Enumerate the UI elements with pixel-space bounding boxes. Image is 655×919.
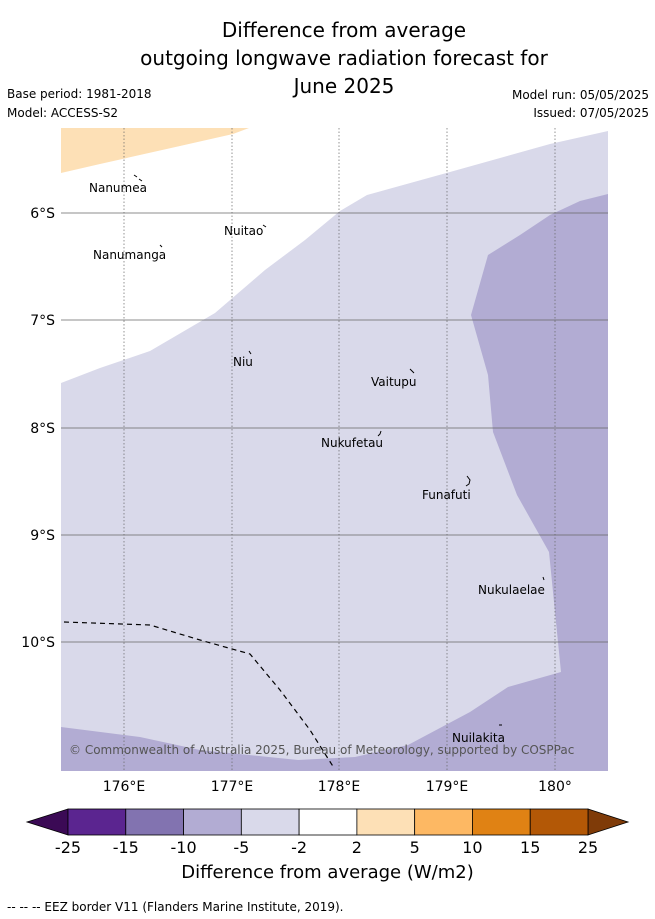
island-shape-niu xyxy=(248,350,252,355)
island-shape-nukulaelae xyxy=(542,576,545,581)
lat-label-7s: 7°S xyxy=(30,313,55,329)
colorbar-tick-label: -15 xyxy=(113,838,139,857)
island-label-nanumea: Nanumea xyxy=(89,181,147,195)
base-period: Base period: 1981-2018 xyxy=(7,87,152,101)
lat-label-6s: 6°S xyxy=(30,206,55,222)
chart-title: Difference from average outgoing longwav… xyxy=(0,16,655,100)
eez-legend-note: -- -- -- EEZ border V11 (Flanders Marine… xyxy=(7,900,344,914)
longitude-labels: 176°E 177°E 178°E 179°E 180° xyxy=(103,779,572,795)
island-label-nukulaelae: Nukulaelae xyxy=(478,583,545,597)
lon-label-180: 180° xyxy=(538,779,572,795)
island-labels: Nanumea Nuitao Nanumanga Niu Vaitupu Nuk… xyxy=(89,181,545,745)
island-shape-nuitao xyxy=(262,224,267,228)
model-name: Model: ACCESS-S2 xyxy=(7,106,119,120)
lon-label-178e: 178°E xyxy=(318,779,361,795)
island-label-nanumanga: Nanumanga xyxy=(93,248,166,262)
colorbar-segment xyxy=(472,808,531,836)
colorbar-segment xyxy=(529,808,589,836)
issued-date: Issued: 07/05/2025 xyxy=(533,106,649,120)
island-label-vaitupu: Vaitupu xyxy=(371,375,417,389)
colorbar-segment xyxy=(183,808,242,836)
copyright-notice: © Commonwealth of Australia 2025, Bureau… xyxy=(69,743,574,757)
colorbar-over-arrow xyxy=(587,808,630,836)
island-shape-nanumanga xyxy=(159,244,163,248)
island-label-nukufetau: Nukufetau xyxy=(321,436,383,450)
island-label-nuitao: Nuitao xyxy=(224,224,263,238)
title-line-3: June 2025 xyxy=(293,74,395,98)
gridlines xyxy=(61,128,608,771)
colorbar-tick-label: -10 xyxy=(170,838,196,857)
lon-label-176e: 176°E xyxy=(103,779,146,795)
island-label-nuilakita: Nuilakita xyxy=(452,731,505,745)
model-run: Model run: 05/05/2025 xyxy=(511,88,649,102)
colorbar-segment xyxy=(298,808,358,836)
island-shape-funafuti xyxy=(465,475,471,487)
region-minus-5-to-minus-10 xyxy=(61,194,608,771)
colorbar-segment xyxy=(414,808,473,836)
lat-label-9s: 9°S xyxy=(30,528,55,544)
colorbar: -25 -15 -10 -5 -2 2 5 10 15 25 xyxy=(25,808,630,857)
colorbar-segment xyxy=(356,808,416,836)
colorbar-label: Difference from average (W/m2) xyxy=(181,862,474,883)
colorbar-tick-label: 25 xyxy=(578,838,598,857)
lon-label-179e: 179°E xyxy=(426,779,469,795)
colorbar-tick-label: 2 xyxy=(352,838,362,857)
colorbar-tick-label: -25 xyxy=(55,838,81,857)
region-plus-2-to-plus-5 xyxy=(61,128,249,173)
colorbar-segment xyxy=(125,808,184,836)
region-minus-2-to-minus-5 xyxy=(61,131,608,771)
island-shape-nukufetau xyxy=(377,430,382,437)
eez-border xyxy=(63,621,335,769)
lat-label-10s: 10°S xyxy=(21,635,55,651)
island-label-niu: Niu xyxy=(233,355,253,369)
island-label-funafuti: Funafuti xyxy=(422,488,471,502)
colorbar-segment xyxy=(67,808,127,836)
lat-label-8s: 8°S xyxy=(30,421,55,437)
lon-label-177e: 177°E xyxy=(211,779,254,795)
title-line-2: outgoing longwave radiation forecast for xyxy=(140,46,548,70)
island-shapes xyxy=(133,174,545,726)
island-shape-nanumea xyxy=(133,174,143,182)
colorbar-tick-label: 10 xyxy=(462,838,482,857)
colorbar-segment xyxy=(240,808,300,836)
colorbar-tick-label: -2 xyxy=(291,838,307,857)
colorbar-tick-label: 15 xyxy=(520,838,540,857)
latitude-labels: 6°S 7°S 8°S 9°S 10°S xyxy=(21,206,55,651)
colorbar-under-arrow xyxy=(25,808,69,836)
title-line-1: Difference from average xyxy=(221,18,467,42)
map-panel xyxy=(61,128,608,771)
island-shape-vaitupu xyxy=(409,368,415,374)
colorbar-tick-label: 5 xyxy=(410,838,420,857)
colorbar-tick-label: -5 xyxy=(233,838,249,857)
